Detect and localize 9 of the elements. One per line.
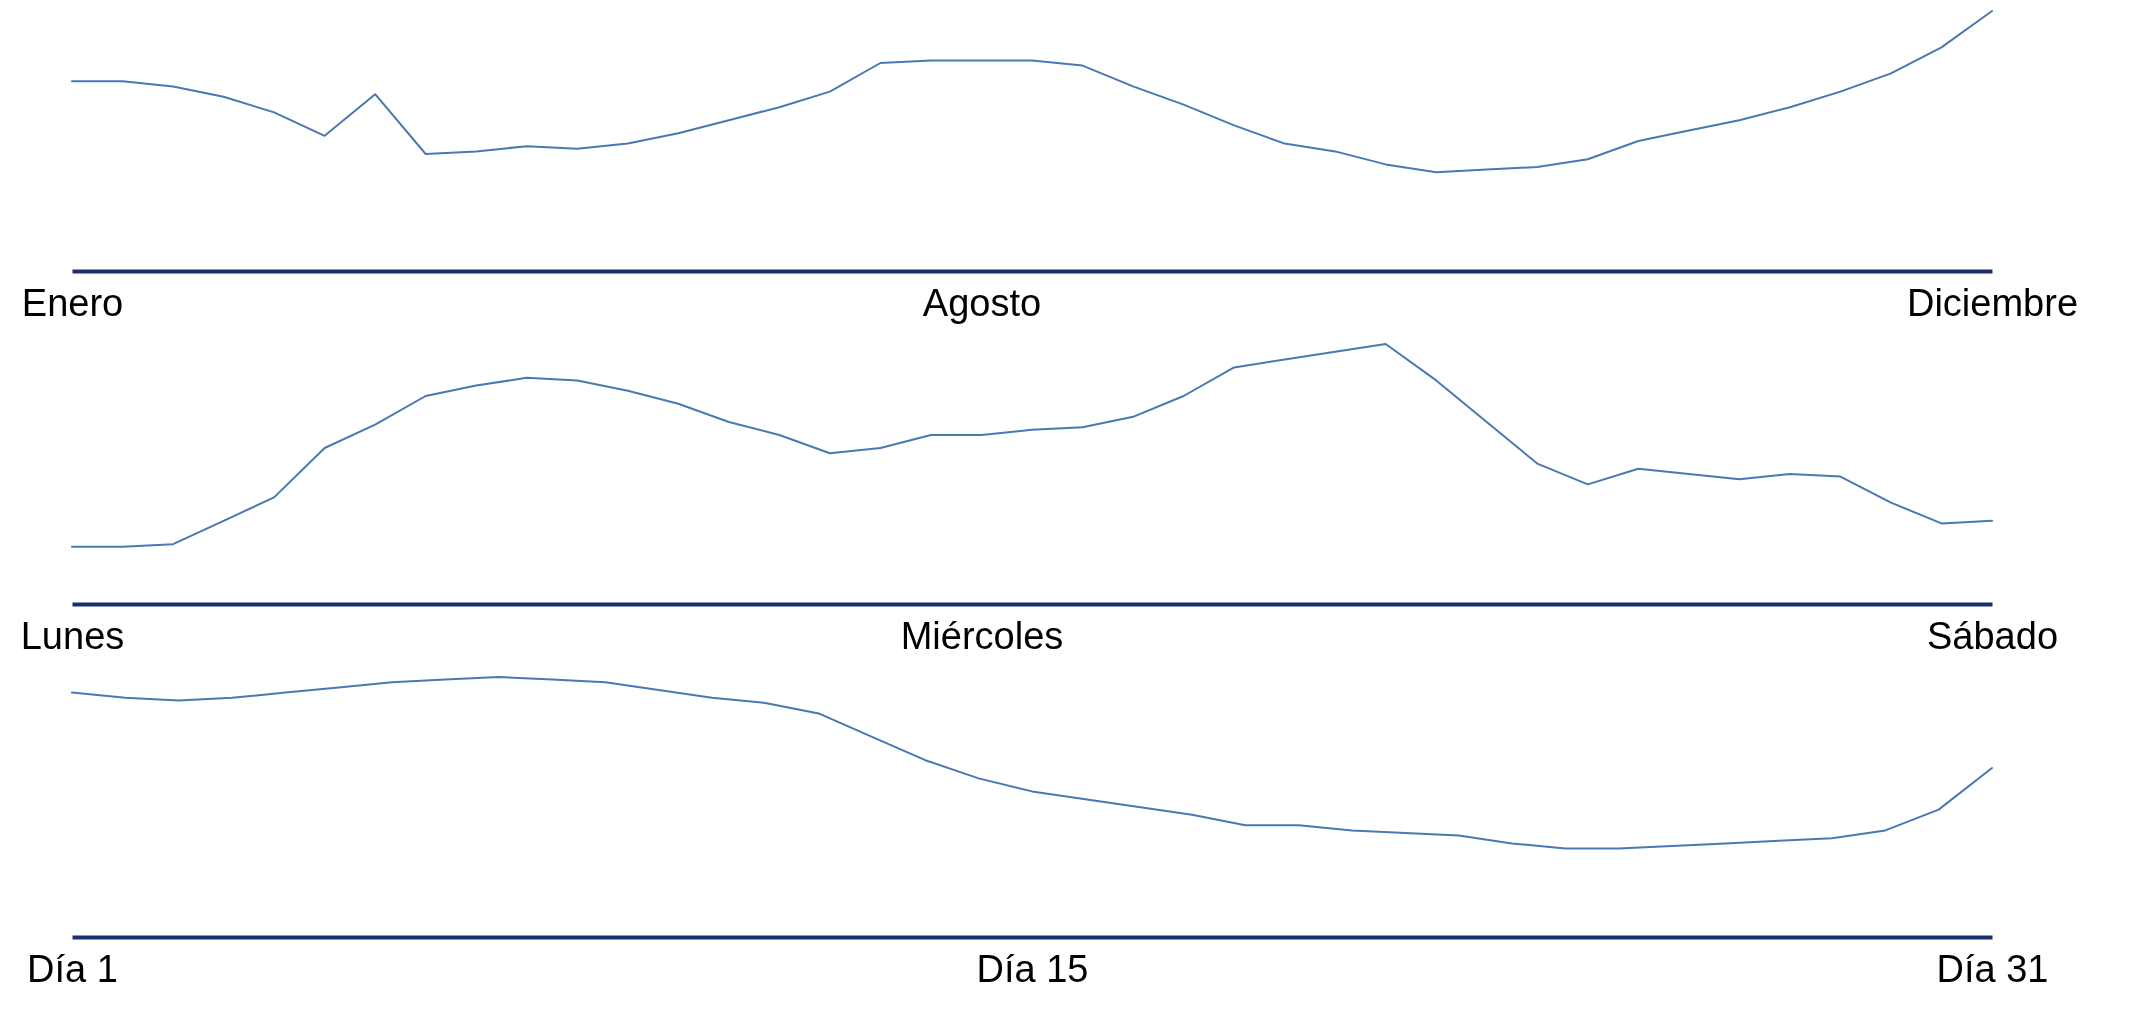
x-tick-label: Diciembre [1906,281,2079,324]
x-tick-label: Sábado [1926,614,2059,657]
x-tick-label: Miércoles [900,614,1064,657]
x-tick-label: Día 1 [27,947,118,990]
x-tick-label: Día 31 [1936,947,2049,990]
x-tick-label: Lunes [20,614,125,657]
x-tick-label: Agosto [922,281,1042,324]
x-tick-label: Día 15 [976,947,1089,990]
x-tick-label: Enero [21,281,124,324]
